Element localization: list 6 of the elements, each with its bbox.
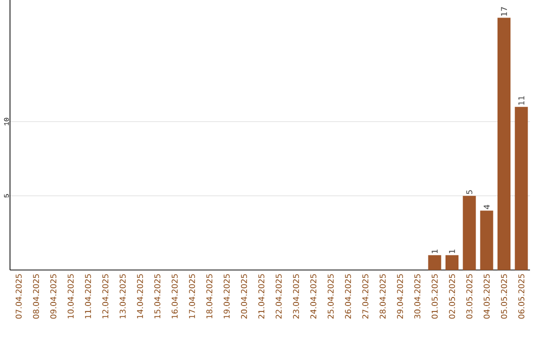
bar (462, 196, 476, 270)
bar (428, 255, 442, 270)
bar (480, 210, 494, 270)
bar (514, 106, 528, 270)
bar (498, 18, 511, 270)
bar (446, 255, 459, 270)
